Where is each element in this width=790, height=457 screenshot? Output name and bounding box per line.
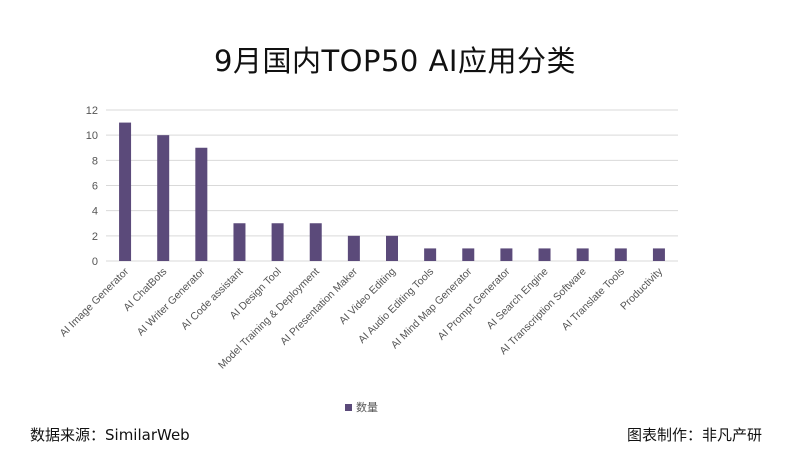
bar [157,135,170,261]
x-tick-label: AI Prompt Generator [436,265,513,342]
y-tick-label: 2 [92,231,98,243]
y-tick-label: 6 [92,181,98,193]
bar [576,248,589,261]
x-tick-label: AI Image Generator [57,265,131,339]
legend: 数量 [345,401,378,414]
y-axis-ticks: 0 2 4 6 8 10 12 [86,105,98,268]
x-tick-label: Productivity [618,265,665,312]
y-tick-label: 8 [92,155,98,167]
y-tick-label: 10 [86,130,98,142]
bar [652,248,665,261]
bar [500,248,513,261]
bar [347,235,360,261]
bar [195,147,208,261]
legend-swatch [345,404,352,411]
bar [271,223,284,261]
data-source: 数据来源：SimilarWeb [30,426,190,444]
bar [424,248,437,261]
y-tick-label: 12 [86,105,98,117]
bar [119,122,132,261]
chart-title: 9月国内TOP50 AI应用分类 [214,44,576,78]
bar [233,223,246,261]
y-tick-label: 0 [92,256,98,268]
x-tick-label: AI Writer Generator [135,265,208,338]
bar [538,248,551,261]
bar [386,235,398,261]
bar [309,223,322,261]
bar [614,248,627,261]
y-tick-label: 4 [92,206,98,218]
legend-label: 数量 [356,401,378,414]
chart-credit: 图表制作：非凡产研 [626,426,762,444]
bar [462,248,475,261]
x-tick-label: AI Audio Editing Tools [356,266,436,346]
bars [119,122,665,261]
